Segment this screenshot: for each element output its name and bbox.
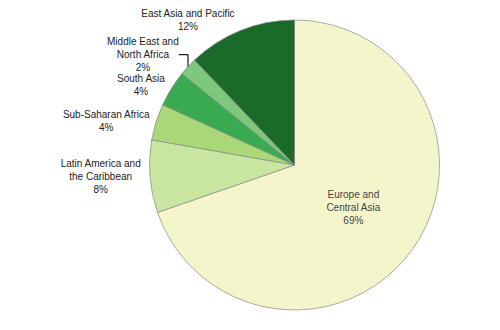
- svg-text:Sub-Saharan Africa4%: Sub-Saharan Africa4%: [63, 109, 150, 133]
- svg-text:Europe andCentral Asia69%: Europe andCentral Asia69%: [326, 189, 380, 226]
- svg-text:Latin America andthe Caribbean: Latin America andthe Caribbean8%: [61, 158, 141, 195]
- svg-text:South Asia4%: South Asia4%: [117, 73, 165, 97]
- svg-text:Middle East andNorth Africa2%: Middle East andNorth Africa2%: [107, 36, 179, 73]
- svg-text:East Asia and Pacific12%: East Asia and Pacific12%: [141, 8, 234, 32]
